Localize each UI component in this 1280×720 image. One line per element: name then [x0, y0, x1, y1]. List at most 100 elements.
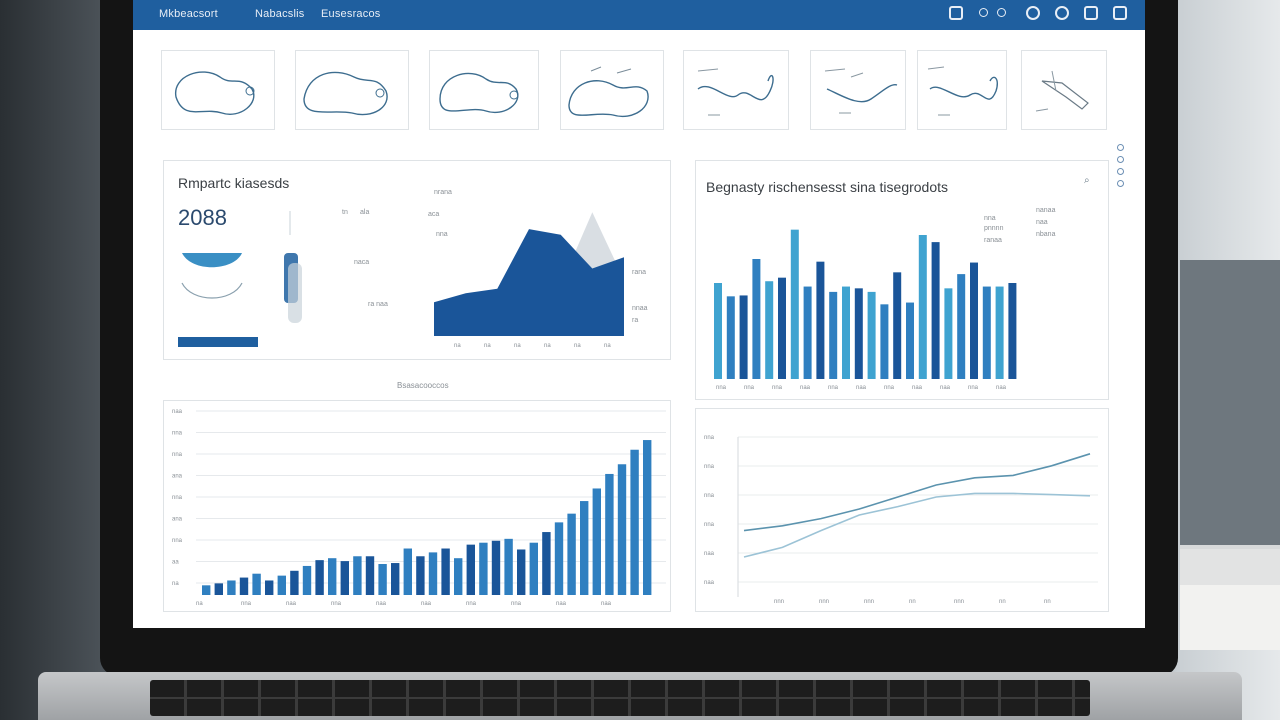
histogram-bar: [854, 288, 863, 379]
report-legend-3: ra: [632, 317, 639, 324]
scribble-sketch-icon: [1035, 70, 1089, 112]
histogram-x-label: naa: [940, 385, 951, 391]
histogram-bar: [918, 235, 927, 379]
histogram-bar: [778, 277, 786, 379]
growth-bar: [479, 542, 488, 595]
line-x-label: nn: [1044, 599, 1051, 605]
info-icon[interactable]: [979, 8, 988, 17]
growth-y-label: nna: [172, 538, 183, 544]
growth-y-label: nna: [172, 431, 183, 437]
growth-bar: [227, 580, 236, 595]
histogram-bar: [842, 286, 850, 379]
report-tiny-label-5: nrana: [434, 189, 452, 196]
report-tiny-label-3: naca: [354, 259, 370, 266]
nav-link-1[interactable]: Nabacslis: [255, 8, 305, 20]
growth-x-label: naa: [556, 601, 567, 607]
thumbnail-card-6[interactable]: [810, 50, 906, 130]
growth-bar: [277, 575, 286, 595]
histogram-x-label: nna: [716, 385, 727, 391]
top-navigation-bar: Mkbeacsort Nabacslis Eusesracos: [133, 0, 1145, 30]
area-chart: na na na na na na: [434, 212, 624, 349]
refresh-icon[interactable]: [949, 6, 963, 20]
thumbnail-card-3[interactable]: [429, 50, 539, 130]
area-x-label: na: [544, 343, 551, 349]
histogram-bar: [995, 286, 1004, 379]
user-icon[interactable]: [997, 8, 1006, 17]
thumbnail-card-2[interactable]: [295, 50, 409, 130]
line-series-1: [743, 453, 1091, 532]
growth-bar: [328, 558, 337, 595]
histogram-chart: nna nna nna naa nna naa nna naa naa nna naa: [714, 229, 1017, 391]
growth-bar: [391, 563, 400, 595]
growth-bar: [504, 538, 513, 595]
histogram-legend-5: naa: [1036, 219, 1048, 226]
side-gauge: [284, 211, 302, 323]
growth-bar: [239, 577, 249, 595]
loop-sketch-icon: [927, 66, 999, 116]
report-tiny-label-1: tn: [342, 209, 348, 216]
close-icon[interactable]: [1084, 6, 1098, 20]
menu-icon[interactable]: [1113, 6, 1127, 20]
side-filter-icon[interactable]: [1117, 156, 1124, 163]
histogram-bar: [765, 281, 774, 379]
growth-x-label: na: [196, 601, 203, 607]
thumbnail-card-4[interactable]: [560, 50, 664, 130]
growth-bar: [353, 556, 362, 595]
histogram-bar: [739, 295, 748, 379]
histogram-bar: [982, 286, 991, 379]
growth-bar: [403, 548, 412, 595]
growth-y-label: naa: [172, 409, 183, 415]
gauge-sketch: [181, 253, 243, 299]
growth-x-label: nna: [241, 601, 252, 607]
thumbnail-card-7[interactable]: [917, 50, 1007, 130]
growth-bar: [592, 488, 601, 595]
growth-y-label: ana: [172, 474, 183, 480]
side-expand-icon[interactable]: [1117, 144, 1124, 151]
line-x-label: nnn: [864, 599, 874, 605]
histogram-x-label: naa: [912, 385, 923, 391]
area-x-label: na: [604, 343, 611, 349]
thumbnail-card-5[interactable]: [683, 50, 789, 130]
histogram-x-label: nna: [828, 385, 839, 391]
line-y-label: nna: [704, 493, 715, 499]
growth-bar: [202, 585, 211, 595]
growth-bar: [365, 556, 375, 595]
growth-bar: [265, 580, 274, 595]
side-more-icon[interactable]: [1117, 180, 1124, 187]
report-legend-1: rana: [632, 269, 647, 276]
loop-sketch-icon: [568, 66, 649, 118]
thumbnail-card-8[interactable]: [1021, 50, 1107, 130]
histogram-bar: [816, 261, 825, 379]
histogram-legend-6: nbana: [1036, 231, 1056, 238]
help-icon[interactable]: [1055, 6, 1069, 20]
report-tiny-label-2: ala: [360, 209, 370, 216]
histogram-bar: [906, 302, 914, 379]
line-y-label: naa: [704, 551, 715, 557]
growth-bar: [290, 570, 299, 595]
side-share-icon[interactable]: [1117, 168, 1124, 175]
growth-y-label: na: [172, 581, 179, 587]
histogram-x-label: nna: [772, 385, 783, 391]
histogram-x-label: nna: [744, 385, 755, 391]
progress-bar: [178, 337, 258, 347]
growth-bar: [214, 583, 223, 595]
nav-link-2[interactable]: Eusesracos: [321, 8, 381, 20]
loop-sketch-icon: [175, 71, 255, 115]
growth-bar: [630, 449, 639, 595]
growth-bar: [567, 513, 576, 595]
settings-icon[interactable]: [1026, 6, 1040, 20]
brand-name[interactable]: Mkbeacsort: [159, 8, 218, 20]
area-x-label: na: [574, 343, 581, 349]
growth-bar: [441, 548, 450, 595]
thumbnail-card-1[interactable]: [161, 50, 275, 130]
histogram-bar: [726, 296, 735, 379]
growth-x-label: nna: [511, 601, 522, 607]
histogram-bar: [829, 291, 838, 379]
growth-bar: [302, 565, 312, 595]
histogram-bar: [970, 262, 978, 379]
growth-bar: [517, 549, 526, 595]
growth-bar: [340, 561, 349, 595]
histogram-legend-3: ranaa: [984, 237, 1002, 244]
panel-menu-icon[interactable]: ⌕: [1084, 175, 1090, 186]
area-series-1: [434, 229, 624, 336]
